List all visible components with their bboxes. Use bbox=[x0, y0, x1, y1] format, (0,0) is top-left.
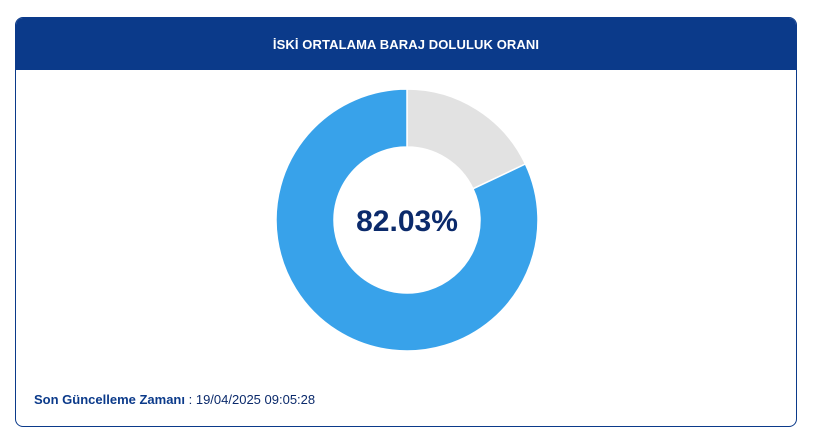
last-update-separator: : bbox=[185, 392, 196, 407]
last-update-label: Son Güncelleme Zamanı bbox=[34, 392, 185, 407]
card-header: İSKİ ORTALAMA BARAJ DOLULUK ORANI bbox=[16, 18, 796, 70]
card-title: İSKİ ORTALAMA BARAJ DOLULUK ORANI bbox=[272, 36, 540, 52]
center-percentage-label: 82.03% bbox=[356, 205, 458, 238]
donut-slices bbox=[275, 88, 539, 352]
donut-slice-filled[interactable] bbox=[275, 88, 539, 352]
donut-chart-svg: 82.03% bbox=[275, 88, 539, 352]
last-update-info: Son Güncelleme Zamanı : 19/04/2025 09:05… bbox=[34, 392, 315, 407]
dam-fill-card: İSKİ ORTALAMA BARAJ DOLULUK ORANI 82.03%… bbox=[15, 17, 797, 427]
last-update-value: 19/04/2025 09:05:28 bbox=[195, 392, 316, 407]
donut-chart: 82.03% bbox=[16, 70, 796, 370]
